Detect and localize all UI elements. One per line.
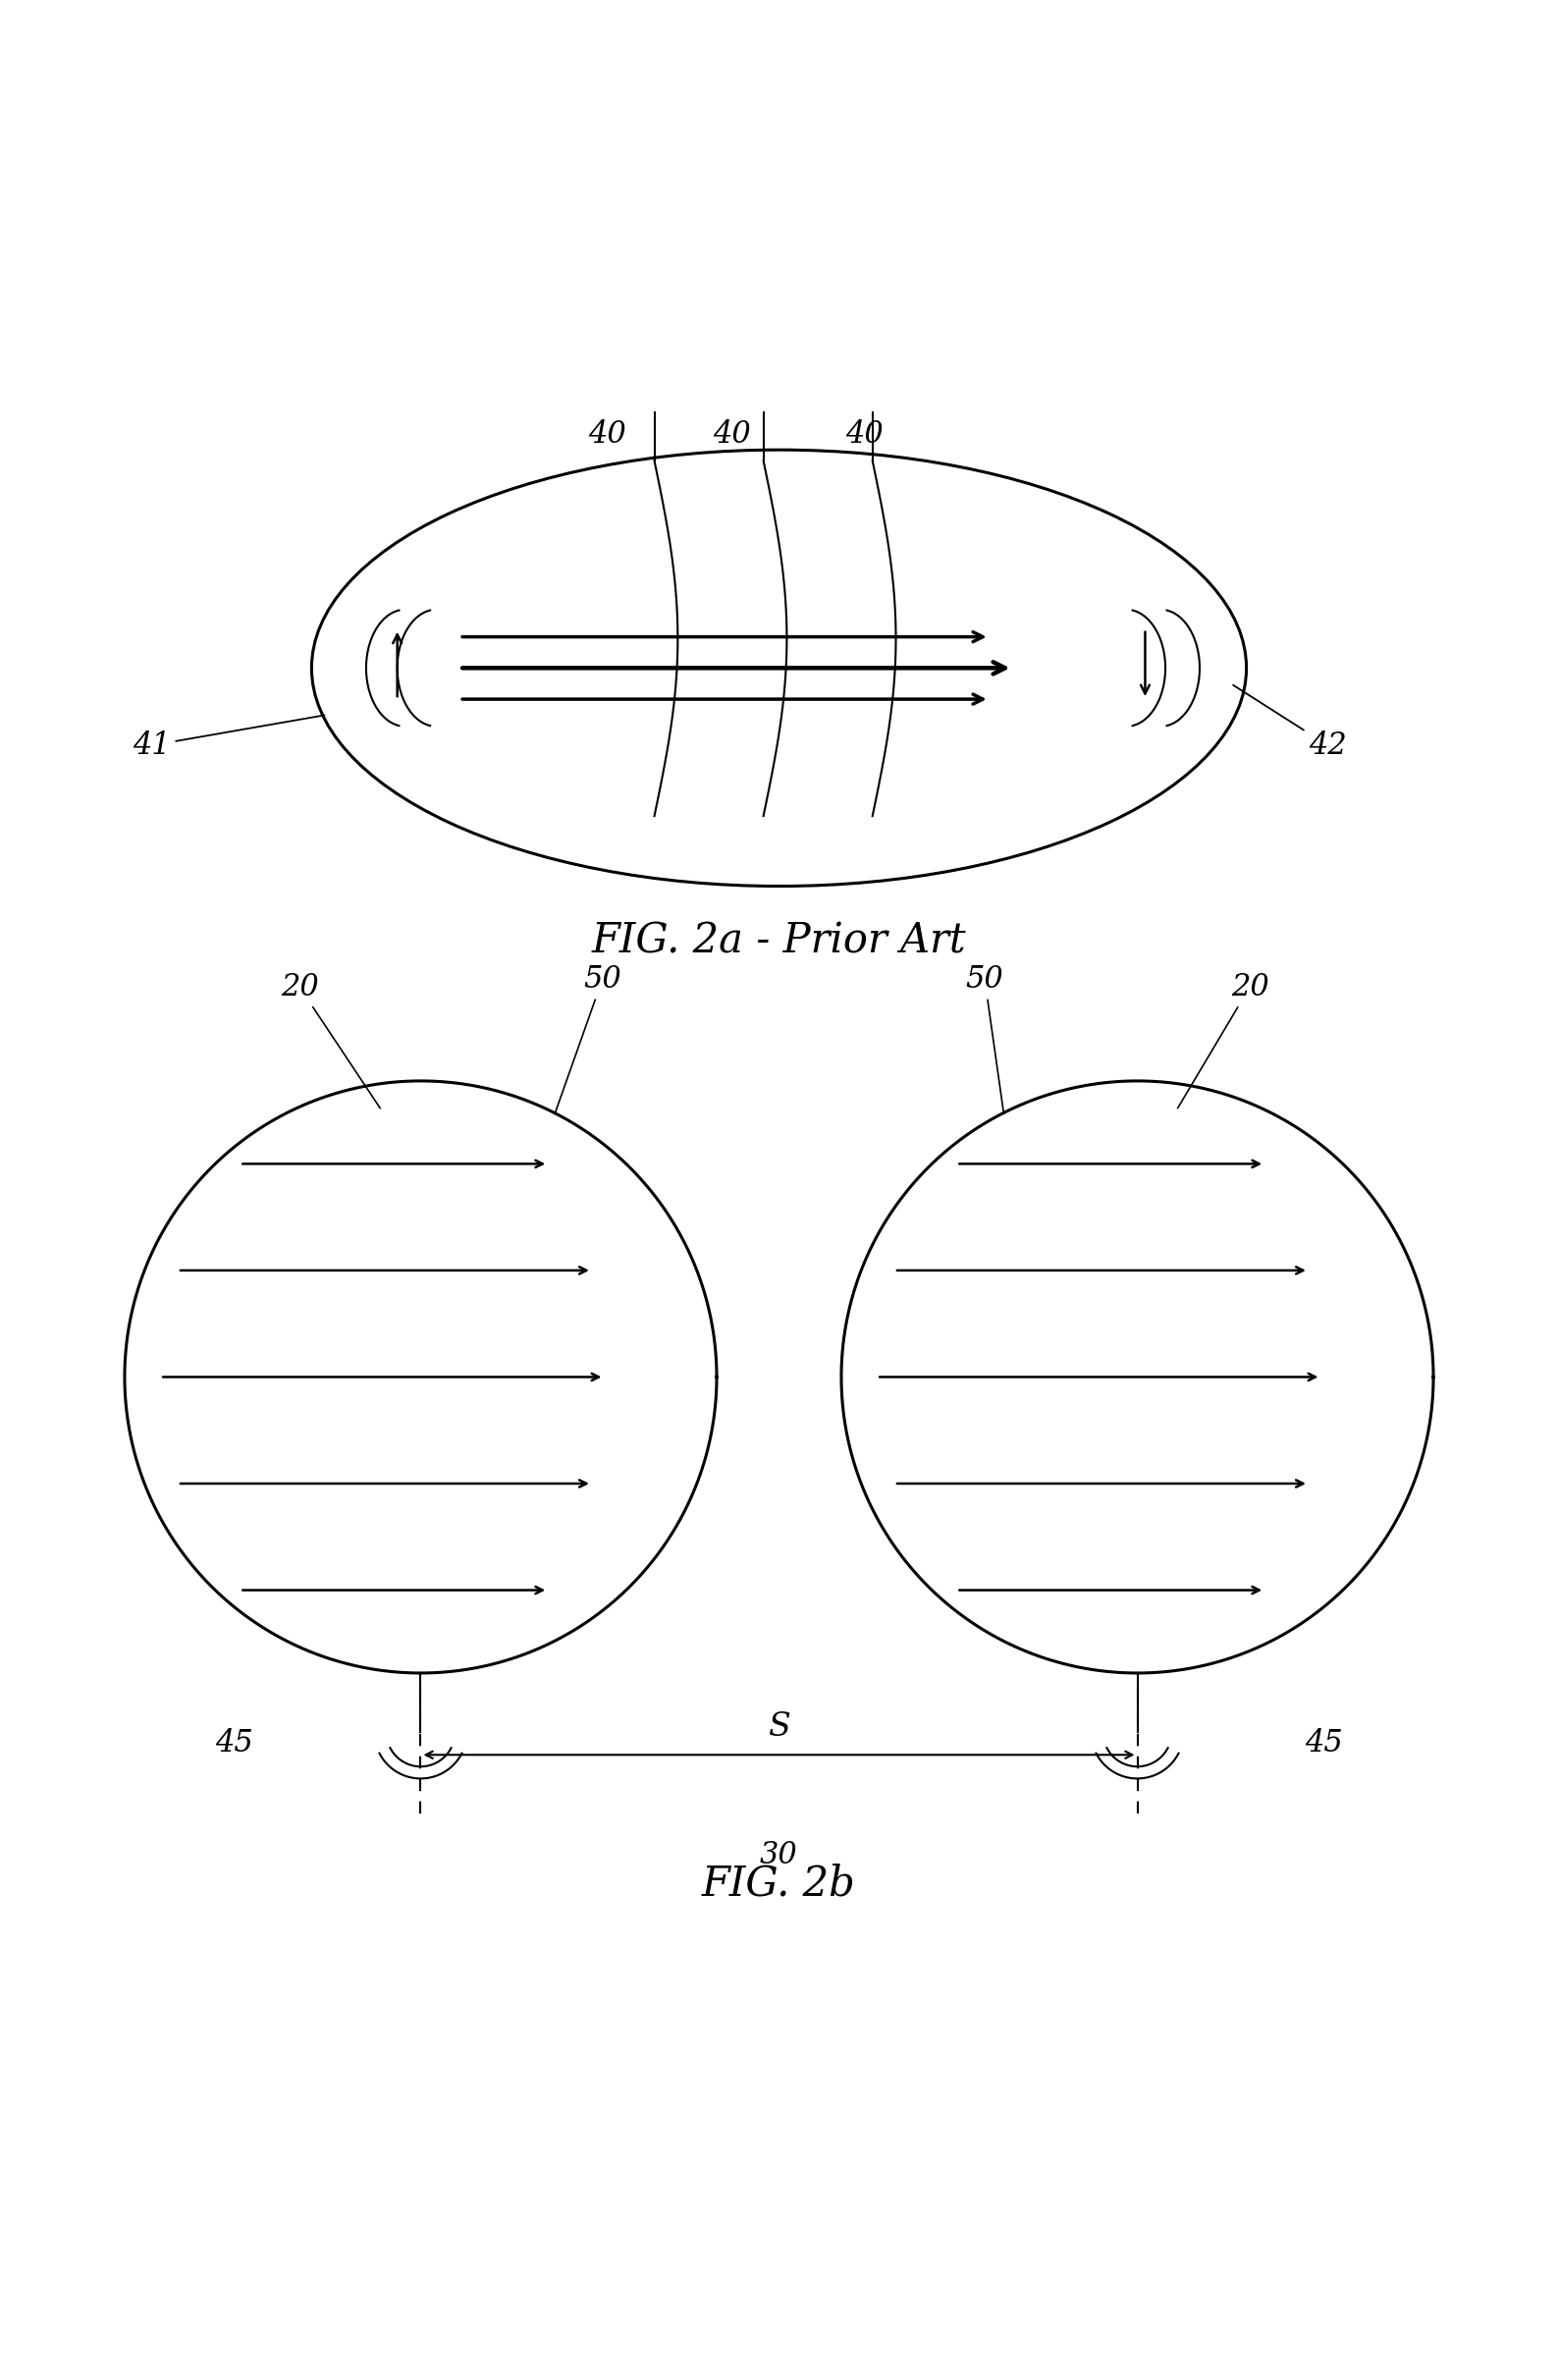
Text: 20: 20 — [280, 971, 380, 1109]
Text: 45: 45 — [1306, 1728, 1343, 1759]
Text: 45: 45 — [215, 1728, 252, 1759]
Text: 50: 50 — [966, 964, 1003, 1114]
Text: 20: 20 — [1178, 971, 1268, 1109]
Text: 40: 40 — [589, 419, 626, 450]
Text: 41: 41 — [132, 716, 324, 762]
Text: FIG. 2b: FIG. 2b — [703, 1864, 855, 1904]
Text: 40: 40 — [714, 419, 751, 450]
Text: S: S — [768, 1711, 790, 1742]
Text: 40: 40 — [846, 419, 883, 450]
Text: 50: 50 — [555, 964, 622, 1114]
Text: 30: 30 — [760, 1840, 798, 1871]
Text: 42: 42 — [1232, 685, 1346, 762]
Text: FIG. 2a - Prior Art: FIG. 2a - Prior Art — [592, 921, 966, 962]
